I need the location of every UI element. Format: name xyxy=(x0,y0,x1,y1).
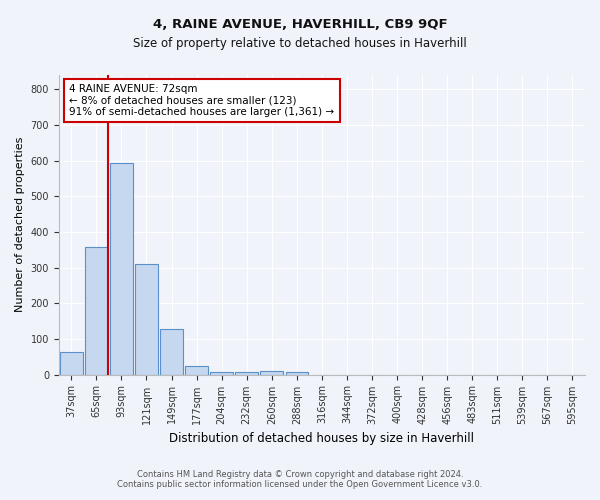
Y-axis label: Number of detached properties: Number of detached properties xyxy=(15,137,25,312)
Bar xyxy=(185,366,208,374)
Bar xyxy=(235,372,258,374)
Bar xyxy=(60,352,83,374)
Text: 4 RAINE AVENUE: 72sqm
← 8% of detached houses are smaller (123)
91% of semi-deta: 4 RAINE AVENUE: 72sqm ← 8% of detached h… xyxy=(70,84,334,117)
Text: Contains HM Land Registry data © Crown copyright and database right 2024.
Contai: Contains HM Land Registry data © Crown c… xyxy=(118,470,482,489)
Bar xyxy=(211,372,233,374)
Bar xyxy=(286,372,308,374)
Bar xyxy=(85,247,107,374)
Bar xyxy=(260,371,283,374)
Bar xyxy=(160,329,183,374)
X-axis label: Distribution of detached houses by size in Haverhill: Distribution of detached houses by size … xyxy=(169,432,475,445)
Bar xyxy=(135,264,158,374)
Bar xyxy=(110,163,133,374)
Text: Size of property relative to detached houses in Haverhill: Size of property relative to detached ho… xyxy=(133,38,467,51)
Text: 4, RAINE AVENUE, HAVERHILL, CB9 9QF: 4, RAINE AVENUE, HAVERHILL, CB9 9QF xyxy=(152,18,448,30)
